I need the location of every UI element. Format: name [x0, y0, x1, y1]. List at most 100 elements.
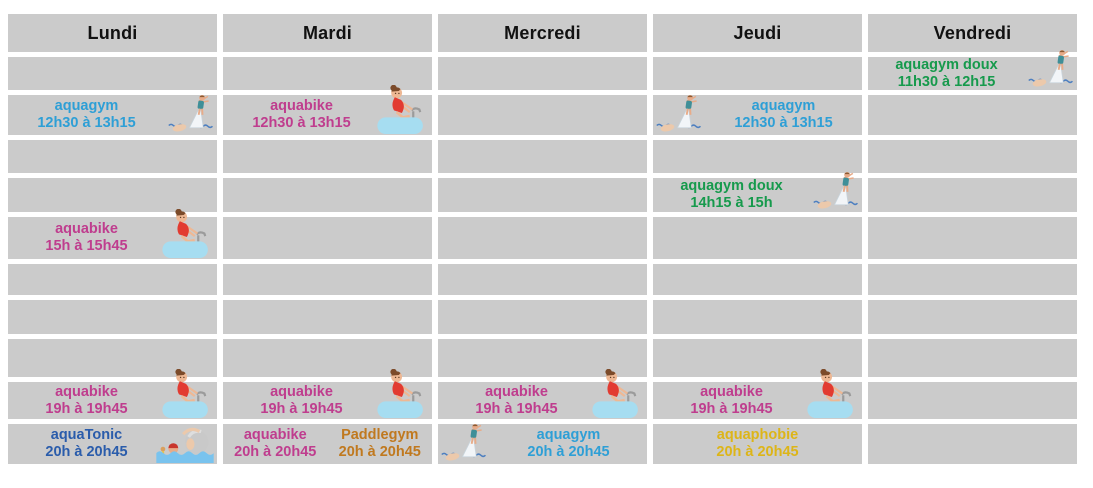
event-lundi-aquabike-15h: aquabike 15h à 15h45 — [8, 217, 217, 259]
cell-vendredi-r5 — [868, 178, 1077, 212]
event-time: 14h15 à 15h — [690, 195, 773, 211]
event-time: 12h30 à 13h15 — [734, 115, 833, 131]
cell-mardi-r8 — [223, 300, 432, 334]
event-mercredi-aquagym-20h: aquagym 20h à 20h45 — [438, 424, 647, 464]
event-name: Paddlegym — [341, 427, 419, 443]
event-text: aquagym doux 11h30 à 12h15 — [895, 57, 997, 91]
cell-mardi-r11: aquabike 20h à 20h45 Paddlegym 20h à 20h… — [223, 424, 432, 464]
event-name: aquabike — [243, 427, 307, 443]
cell-jeudi-r7 — [653, 264, 862, 295]
event-name: aquaphobie — [716, 427, 799, 443]
event-name: aquabike — [55, 221, 118, 237]
cell-lundi-r9 — [8, 339, 217, 377]
day-header-lundi: Lundi — [8, 14, 217, 52]
event-name: aquagym — [536, 427, 601, 443]
event-name: aquabike — [270, 383, 333, 400]
cell-jeudi-r10: aquabike 19h à 19h45 — [653, 382, 862, 419]
cell-mercredi-r6 — [438, 217, 647, 259]
event-text: aquabike 12h30 à 13h15 — [252, 98, 350, 132]
event-mercredi-aquabike-19h: aquabike 19h à 19h45 — [438, 382, 647, 419]
event-time: 20h à 20h45 — [716, 444, 799, 460]
event-name: aquabike — [700, 383, 763, 400]
event-text: aquabike 19h à 19h45 — [690, 384, 772, 418]
cell-mardi-r10: aquabike 19h à 19h45 — [223, 382, 432, 419]
event-text: aquabike 19h à 19h45 — [475, 384, 557, 418]
event-mardi-paddlegym: Paddlegym 20h à 20h45 — [328, 427, 433, 461]
cell-mercredi-r7 — [438, 264, 647, 295]
cell-mercredi-r2 — [438, 57, 647, 90]
cell-mercredi-r8 — [438, 300, 647, 334]
cell-jeudi-r4 — [653, 140, 862, 173]
event-text: aquagym 12h30 à 13h15 — [37, 98, 135, 132]
event-lundi-aquatonic: aquaTonic 20h à 20h45 — [8, 424, 217, 464]
event-text: aquagym doux 14h15 à 15h — [680, 178, 782, 212]
event-time: 20h à 20h45 — [234, 444, 317, 460]
event-name: aquagym doux — [895, 56, 998, 73]
day-header-vendredi: Vendredi — [868, 14, 1077, 52]
event-time: 12h30 à 13h15 — [252, 115, 351, 131]
cell-mercredi-r3 — [438, 95, 647, 135]
cell-vendredi-r4 — [868, 140, 1077, 173]
cell-vendredi-r9 — [868, 339, 1077, 377]
cell-jeudi-r9 — [653, 339, 862, 377]
event-text: aquabike 19h à 19h45 — [260, 384, 342, 418]
event-name: aquabike — [485, 383, 548, 400]
event-mardi-aquabike-20h: aquabike 20h à 20h45 — [223, 427, 328, 461]
event-name: aquagym — [751, 98, 816, 114]
cell-mardi-r6 — [223, 217, 432, 259]
event-jeudi-aquabike-19h: aquabike 19h à 19h45 — [653, 382, 862, 419]
event-name: aquagym — [54, 98, 119, 114]
cell-mercredi-r5 — [438, 178, 647, 212]
cell-vendredi-r6 — [868, 217, 1077, 259]
event-time: 19h à 19h45 — [45, 400, 128, 417]
event-text: aquabike 19h à 19h45 — [45, 384, 127, 418]
day-header-mercredi: Mercredi — [438, 14, 647, 52]
event-name: aquabike — [270, 98, 333, 114]
event-text: aquaTonic 20h à 20h45 — [45, 427, 127, 461]
cell-mardi-r5 — [223, 178, 432, 212]
event-time: 11h30 à 12h15 — [897, 73, 996, 90]
cell-lundi-r6: aquabike 15h à 15h45 — [8, 217, 217, 259]
cell-vendredi-r2: aquagym doux 11h30 à 12h15 — [868, 57, 1077, 90]
cell-vendredi-r11 — [868, 424, 1077, 464]
event-time: 20h à 20h45 — [338, 444, 421, 460]
cell-lundi-r5 — [8, 178, 217, 212]
cell-vendredi-r7 — [868, 264, 1077, 295]
event-vendredi-aquagym-doux: aquagym doux 11h30 à 12h15 — [868, 57, 1077, 90]
event-time: 19h à 19h45 — [690, 400, 773, 417]
cell-vendredi-r10 — [868, 382, 1077, 419]
event-text: aquagym 20h à 20h45 — [527, 427, 609, 461]
cell-jeudi-r11: aquaphobie 20h à 20h45 — [653, 424, 862, 464]
event-name: aquabike — [55, 383, 118, 400]
cell-lundi-r11: aquaTonic 20h à 20h45 — [8, 424, 217, 464]
event-text: aquabike 15h à 15h45 — [45, 221, 127, 255]
event-jeudi-aquagym-doux: aquagym doux 14h15 à 15h — [653, 178, 862, 212]
event-jeudi-aquaphobie: aquaphobie 20h à 20h45 — [653, 424, 862, 464]
cell-mardi-r4 — [223, 140, 432, 173]
cell-lundi-r2 — [8, 57, 217, 90]
event-jeudi-aquagym-1230: aquagym 12h30 à 13h15 — [653, 95, 862, 135]
event-lundi-aquabike-19h: aquabike 19h à 19h45 — [8, 382, 217, 419]
cell-mardi-r3: aquabike 12h30 à 13h15 — [223, 95, 432, 135]
cell-vendredi-r3 — [868, 95, 1077, 135]
day-header-mardi: Mardi — [223, 14, 432, 52]
cell-mercredi-r4 — [438, 140, 647, 173]
cell-jeudi-r2 — [653, 57, 862, 90]
event-name: aquaTonic — [50, 427, 123, 443]
cell-jeudi-r8 — [653, 300, 862, 334]
cell-lundi-r4 — [8, 140, 217, 173]
event-time: 19h à 19h45 — [475, 400, 558, 417]
event-name: aquagym doux — [680, 178, 783, 194]
cell-lundi-r8 — [8, 300, 217, 334]
cell-lundi-r10: aquabike 19h à 19h45 — [8, 382, 217, 419]
cell-mardi-r7 — [223, 264, 432, 295]
cell-mercredi-r9 — [438, 339, 647, 377]
day-header-jeudi: Jeudi — [653, 14, 862, 52]
cell-jeudi-r3: aquagym 12h30 à 13h15 — [653, 95, 862, 135]
event-time: 15h à 15h45 — [45, 238, 128, 254]
event-time: 12h30 à 13h15 — [37, 115, 136, 131]
event-time: 20h à 20h45 — [527, 444, 610, 460]
cell-mercredi-r10: aquabike 19h à 19h45 — [438, 382, 647, 419]
cell-vendredi-r8 — [868, 300, 1077, 334]
cell-lundi-r3: aquagym 12h30 à 13h15 — [8, 95, 217, 135]
